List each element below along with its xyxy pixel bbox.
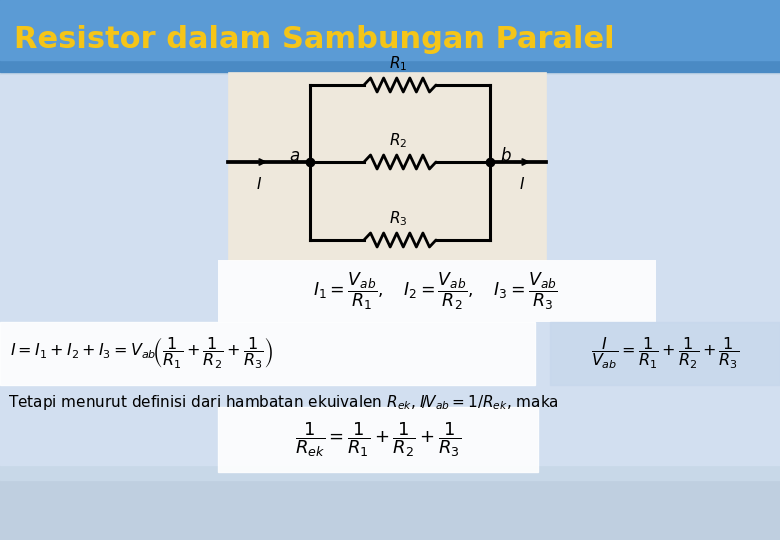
Bar	[0, 75, 780, 465]
Text: $R_3$: $R_3$	[388, 210, 407, 228]
Bar	[550, 322, 780, 385]
Bar	[0, 0, 780, 72]
Text: $\dfrac{I}{V_{ab}} = \dfrac{1}{R_1} + \dfrac{1}{R_2} + \dfrac{1}{R_3}$: $\dfrac{I}{V_{ab}} = \dfrac{1}{R_1} + \d…	[590, 335, 739, 371]
Text: Tetapi menurut definisi dari hambatan ekuivalen $R_{ek}$, $I\!/\!V_{ab} = 1/R_{e: Tetapi menurut definisi dari hambatan ek…	[8, 393, 558, 411]
Text: $R_2$: $R_2$	[389, 131, 407, 150]
Text: $a$: $a$	[289, 147, 300, 165]
Bar	[0, 60, 780, 480]
Text: $I$: $I$	[256, 176, 262, 192]
Bar	[218, 260, 656, 322]
Text: $I = I_1 + I_2 + I_3 = V_{ab}\!\left(\dfrac{1}{R_1} + \dfrac{1}{R_2} + \dfrac{1}: $I = I_1 + I_2 + I_3 = V_{ab}\!\left(\df…	[10, 335, 274, 371]
Bar	[0, 0, 780, 60]
Text: $\dfrac{1}{R_{ek}} = \dfrac{1}{R_1} + \dfrac{1}{R_2} + \dfrac{1}{R_3}$: $\dfrac{1}{R_{ek}} = \dfrac{1}{R_1} + \d…	[295, 421, 461, 460]
Text: Resistor dalam Sambungan Paralel: Resistor dalam Sambungan Paralel	[14, 25, 615, 55]
Text: $R_1$: $R_1$	[389, 55, 407, 73]
Text: $I$: $I$	[519, 176, 525, 192]
Bar	[0, 322, 535, 385]
Bar	[218, 407, 538, 472]
Text: $b$: $b$	[500, 147, 512, 165]
Text: $I_1 = \dfrac{V_{ab}}{R_1},\quad I_2 = \dfrac{V_{ab}}{R_2},\quad I_3 = \dfrac{V_: $I_1 = \dfrac{V_{ab}}{R_1},\quad I_2 = \…	[313, 271, 558, 312]
Bar	[228, 72, 546, 260]
